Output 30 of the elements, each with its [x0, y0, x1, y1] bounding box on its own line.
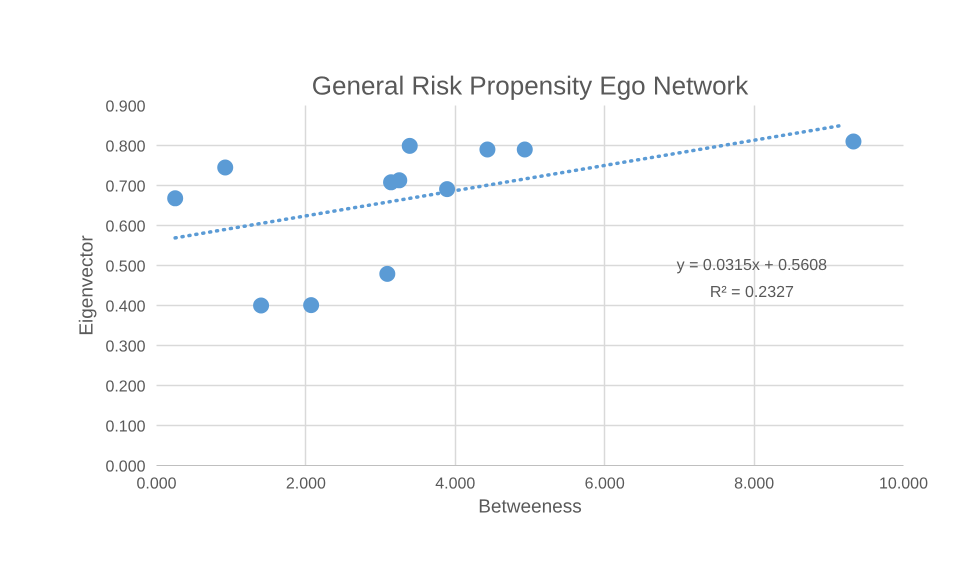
x-axis-title: Betweeness	[478, 496, 582, 518]
point	[479, 142, 496, 158]
x-tick-label: 6.000	[584, 476, 625, 492]
chart-title: General Risk Propensity Ego Network	[312, 70, 750, 100]
point	[402, 138, 418, 154]
point	[379, 266, 396, 282]
y-tick-label: 0.100	[105, 418, 146, 436]
y-tick-label: 0.200	[105, 378, 146, 396]
y-tick-label: 0.500	[105, 258, 146, 276]
x-tick-label: 0.000	[136, 476, 177, 492]
point	[516, 142, 533, 158]
point	[217, 160, 234, 176]
annotation: y = 0.0315x + 0.5608	[676, 257, 828, 274]
x-tick-label: 10.000	[879, 476, 928, 492]
y-tick-label: 0.800	[105, 138, 146, 156]
y-tick-label: 0.600	[105, 218, 146, 236]
y-tick-label: 0.000	[105, 458, 146, 476]
x-tick-label: 4.000	[435, 476, 476, 492]
y-axis-title: Eigenvector	[76, 234, 98, 336]
x-tick-label: 2.000	[286, 476, 326, 492]
y-tick-label: 0.400	[105, 298, 146, 316]
point	[303, 297, 320, 314]
y-tick-label: 0.700	[105, 178, 146, 196]
point	[167, 190, 184, 206]
y-tick-label: 0.300	[105, 338, 146, 356]
point	[253, 298, 270, 314]
x-tick-label: 8.000	[734, 476, 774, 492]
point	[845, 134, 862, 150]
y-tick-label: 0.900	[105, 98, 146, 116]
annotation: R² = 0.2327	[710, 284, 794, 302]
